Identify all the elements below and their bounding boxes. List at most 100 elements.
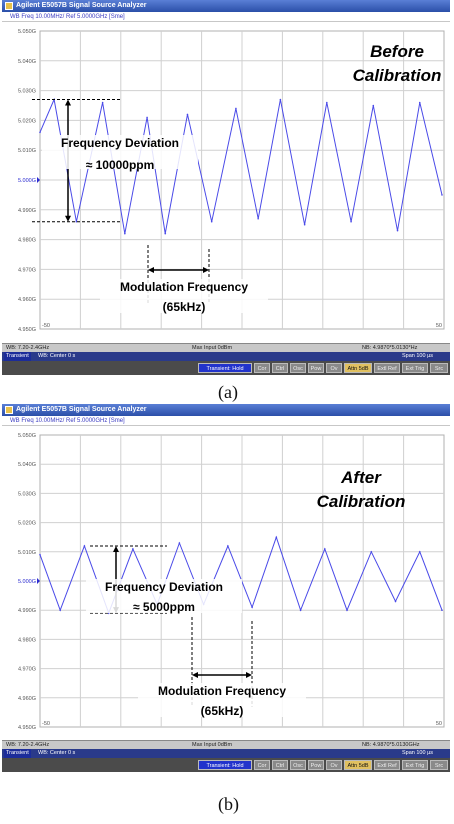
softkey-button[interactable]: Ov [326, 363, 342, 373]
trace-point [299, 609, 302, 611]
trace-point [326, 101, 328, 104]
y-tick-label: 4.990G [18, 208, 36, 214]
mode-label[interactable]: Transient [4, 749, 31, 758]
softkey-button[interactable]: Cor [254, 363, 270, 373]
arrow-left-icon [148, 267, 154, 273]
trace-info-bar: WB Freq 10.00MHz/ Ref 5.0000GHz [Sme] [2, 416, 450, 426]
trace-point [257, 217, 259, 220]
annotation-title-line2: Calibration [353, 66, 442, 85]
trace-point [132, 548, 134, 550]
trace-info: WB Freq 10.00MHz/ Ref 5.0000GHz [Sme] [10, 418, 125, 424]
softkey-button[interactable]: Transient: Hold [198, 760, 252, 770]
trace-point [227, 545, 229, 547]
caption-a: (a) [218, 382, 238, 402]
softkey-button[interactable]: Ctrl [272, 760, 288, 770]
softkey-button[interactable]: Extl Ref [374, 363, 400, 373]
softkey-button[interactable]: Transient: Hold [198, 363, 252, 373]
deviation-label-background [42, 135, 198, 169]
arrow-down-icon [65, 215, 71, 222]
trace-info: WB Freq 10.00MHz/ Ref 5.0000GHz [Sme] [10, 14, 125, 20]
caption-b: (b) [218, 794, 239, 814]
trace-point [394, 600, 397, 603]
deviation-value: ≈ 5000ppm [133, 600, 195, 614]
softkey-button[interactable]: Pow [308, 760, 324, 770]
y-tick-label: 5.020G [18, 521, 36, 527]
measurement-bar: Transient WB: Center 0 s Span 100 µs [2, 749, 450, 758]
mode-label[interactable]: Transient [4, 352, 31, 361]
analyzer-window-before: Agilent E5057B Signal Source Analyzer WB… [2, 0, 450, 382]
modulation-label-background [138, 683, 306, 717]
softkey-button[interactable]: Extl Ref [374, 760, 400, 770]
softkey-button[interactable]: Attn 5dB [344, 760, 372, 770]
deviation-label: Frequency Deviation [61, 136, 179, 150]
analyzer-window-after: Agilent E5057B Signal Source Analyzer WB… [2, 404, 450, 776]
annotation-title-line2: Calibration [317, 492, 406, 511]
x-tick-label-left: -50 [42, 721, 50, 727]
trace-point [303, 223, 306, 226]
modulation-value: (65kHz) [163, 300, 206, 314]
softkey-button[interactable]: Src [430, 760, 448, 770]
trace-point [178, 542, 181, 544]
trace-point [418, 551, 421, 553]
trace-point [418, 101, 421, 104]
trace-point [59, 609, 61, 611]
trace-point [324, 548, 326, 550]
window-title: Agilent E5057B Signal Source Analyzer [16, 2, 147, 9]
chart-plot-after: 5.050G 5.040G 5.030G 5.020G 5.010G 5.000G 4.99… [2, 427, 450, 740]
chart-plot-before: 5.050G 5.040G 5.030G 5.020G 5.010G 5.000G 4.99… [2, 23, 450, 343]
reference-marker-icon [37, 177, 40, 183]
softkey-button[interactable]: Src [430, 363, 448, 373]
softkey-button[interactable]: Osc [290, 363, 306, 373]
trace-point [370, 551, 373, 553]
deviation-value: ≈ 10000ppm [86, 158, 155, 172]
softkey-button[interactable]: Ext Trig [402, 760, 428, 770]
x-tick-label-left: -50 [42, 323, 50, 329]
softkey-button[interactable]: Ext Trig [402, 363, 428, 373]
softkey-button[interactable]: Ctrl [272, 363, 288, 373]
x-tick-label-right: 50 [436, 323, 442, 329]
arrow-up-icon [65, 99, 71, 106]
y-tick-label: 5.040G [18, 59, 36, 65]
y-tick-label: 5.000G [18, 178, 36, 184]
softkey-button[interactable]: Ov [326, 760, 342, 770]
x-tick-label-right: 50 [436, 721, 442, 727]
softkey-row: Transient: Hold Cor Ctrl Osc Pow Ov Attn 5dB Ex… [2, 758, 450, 772]
app-icon [5, 406, 13, 414]
y-tick-label: 4.960G [18, 696, 36, 702]
status-bar: WB: 7.20-2.4GHz Max Input 0dBm NB: 4.987… [2, 343, 450, 352]
softkey-button[interactable]: Attn 5dB [344, 363, 372, 373]
reference-marker-icon [37, 578, 40, 584]
y-tick-label: 4.980G [18, 637, 36, 643]
deviation-label: Frequency Deviation [105, 580, 223, 594]
modulation-value: (65kHz) [201, 704, 244, 718]
softkey-row: Transient: Hold Cor Ctrl Osc Pow Ov Attn 5dB Ex… [2, 361, 450, 375]
trace-point [39, 131, 41, 134]
y-tick-label: 4.990G [18, 608, 36, 614]
softkey-button[interactable]: Cor [254, 760, 270, 770]
y-tick-label: 5.010G [18, 148, 36, 154]
y-tick-label: 5.030G [18, 89, 36, 95]
y-tick-label: 5.050G [18, 29, 36, 35]
window-title-bar: Agilent E5057B Signal Source Analyzer [2, 404, 450, 416]
status-right: NB: 4.9870*5.0130*Hz [362, 345, 418, 351]
trace-point [396, 229, 399, 232]
span-label: Span 100 µs [402, 750, 433, 756]
chart-svg-before: 5.050G 5.040G 5.030G 5.020G 5.010G 5.000G 4.99… [18, 29, 445, 333]
softkey-button[interactable]: Osc [290, 760, 306, 770]
softkey-button[interactable]: Pow [308, 363, 324, 373]
app-icon [5, 2, 13, 10]
trace-info-bar: WB Freq 10.00MHz/ Ref 5.0000GHz [Sme] [2, 12, 450, 22]
y-tick-label: 4.960G [18, 297, 36, 303]
trace-point [210, 220, 213, 223]
annotation-title-line1: Before [370, 42, 424, 61]
y-tick-label: 5.020G [18, 118, 36, 124]
trace-point [350, 220, 352, 223]
center-label: WB: Center 0 s [38, 750, 76, 756]
trace-point [235, 107, 237, 110]
y-tick-label: 5.040G [18, 462, 36, 468]
y-tick-label: 4.980G [18, 238, 36, 244]
status-mid: Max Input 0dBm [192, 742, 233, 748]
y-tick-label: 4.950G [18, 327, 36, 333]
status-left: WB: 7.20-2.4GHz [6, 742, 50, 748]
trace-point [75, 220, 78, 223]
